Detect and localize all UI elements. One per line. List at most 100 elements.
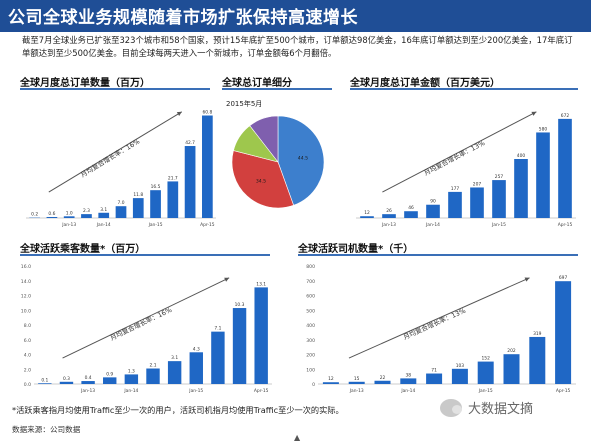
- bar-value-label: 15: [354, 376, 360, 382]
- bar: [555, 281, 572, 384]
- page-title: 公司全球业务规模随着市场扩张保持高速增长: [8, 8, 358, 28]
- trend-arrow-head: [224, 277, 230, 282]
- bar: [426, 204, 440, 218]
- x-tick-label: Jan-15: [491, 222, 506, 228]
- x-tick-label: Jan-14: [400, 388, 415, 394]
- y-tick-label: 800: [306, 264, 315, 270]
- bar: [98, 212, 110, 218]
- x-tick-label: Jan-15: [188, 388, 203, 394]
- x-tick-label: Jan-14: [425, 222, 440, 228]
- x-tick-label: Jan-13: [349, 388, 364, 394]
- bar-value-label: 7.0: [118, 200, 125, 206]
- trend-arrow-head: [524, 277, 530, 282]
- growth-annotation: 月均复合增长率：16%: [108, 305, 173, 342]
- bar: [63, 216, 75, 218]
- bar: [103, 377, 117, 384]
- pie-slice: [277, 115, 325, 206]
- y-tick-label: 400: [306, 323, 315, 329]
- bar-value-label: 3.1: [171, 355, 178, 361]
- y-tick-label: 600: [306, 294, 315, 300]
- panel-title-order-value: 全球月度总订单金额（百万美元）: [350, 78, 500, 89]
- bar-value-label: 26: [386, 208, 392, 214]
- order-value-chart: 12 26 Jan-13 46 90 Jan-14 177 207 257 Jan-15 400 58…: [356, 111, 576, 228]
- panel-title-order-breakdown: 全球总订单细分: [222, 78, 292, 89]
- intro-text: 截至7月全球业务已扩张至323个城市和58个国家，预计15年底扩至500个城市，…: [22, 35, 573, 58]
- panel-rule-order-value: [350, 88, 578, 90]
- panel-rule-order-breakdown: [222, 88, 332, 90]
- bar-value-label: 0.2: [31, 212, 38, 218]
- y-tick-label: 100: [306, 367, 315, 373]
- source-note: 数据来源：公司数据: [12, 425, 81, 434]
- bar: [59, 381, 74, 384]
- bar: [81, 381, 95, 384]
- bar-value-label: 0.1: [41, 377, 48, 383]
- panel-title-monthly-orders: 全球月度总订单数量（百万）: [20, 78, 150, 89]
- bar-value-label: 16.5: [151, 184, 161, 190]
- bar: [470, 187, 484, 218]
- y-tick-label: 4.0: [24, 353, 31, 359]
- x-tick-label: Apr-15: [200, 222, 215, 228]
- bar: [448, 191, 462, 218]
- bar-value-label: 71: [431, 368, 437, 374]
- y-tick-label: 14.0: [21, 279, 31, 285]
- bar: [382, 214, 396, 218]
- y-tick-label: 0: [312, 382, 315, 388]
- bar: [477, 361, 494, 384]
- bar: [167, 361, 182, 384]
- bar: [184, 146, 196, 218]
- x-tick-label: Jan-15: [148, 222, 163, 228]
- bar: [536, 132, 550, 218]
- trend-arrow-line: [382, 111, 537, 193]
- trend-arrow-line: [48, 111, 183, 193]
- y-tick-label: 6.0: [24, 338, 31, 344]
- bar: [451, 368, 468, 384]
- bottom-mark: ▲: [294, 433, 301, 442]
- bar-value-label: 12: [328, 376, 334, 382]
- bar: [146, 368, 160, 384]
- bar: [426, 373, 443, 384]
- y-tick-label: 300: [306, 338, 315, 344]
- bar-value-label: 202: [507, 348, 516, 354]
- y-tick-label: 16.0: [21, 264, 31, 270]
- monthly-orders-chart: 0.2 0.6 1.0 Jan-13 2.3 3.1 Jan-14 7.0 11.8 16.5 Ja…: [26, 110, 216, 228]
- bar-value-label: 60.8: [202, 110, 212, 116]
- footnote: *活跃乘客指月均使用Traffic至少一次的用户，活跃司机指月均使用Traffi…: [12, 405, 344, 415]
- bar-value-label: 0.6: [48, 211, 55, 217]
- y-tick-label: 10.0: [21, 308, 31, 314]
- bar: [167, 181, 179, 218]
- bar: [38, 383, 52, 384]
- bar-value-label: 7.1: [214, 326, 221, 332]
- bar: [492, 180, 506, 218]
- bar-value-label: 21.7: [168, 175, 178, 181]
- trend-arrow-line: [348, 277, 530, 359]
- panel-rule-active-riders: [20, 254, 270, 256]
- trend-arrow-head: [176, 111, 182, 117]
- chat-bubble-icon: [440, 398, 462, 417]
- bar-value-label: 103: [456, 363, 465, 369]
- y-tick-label: 0.0: [24, 382, 31, 388]
- bar-value-label: 3.1: [100, 207, 107, 213]
- pie-slice: [249, 115, 279, 163]
- bar-value-label: 0.4: [85, 375, 92, 381]
- bar: [514, 159, 528, 218]
- bar: [400, 378, 417, 384]
- growth-annotation: 月均复合增长率：13%: [422, 138, 486, 177]
- x-tick-label: Jan-13: [61, 222, 76, 228]
- x-tick-label: Apr-15: [558, 222, 573, 228]
- bar: [404, 211, 418, 218]
- x-tick-label: Apr-15: [254, 388, 269, 394]
- bar-value-label: 46: [408, 205, 414, 211]
- y-tick-label: 200: [306, 353, 315, 359]
- bar-value-label: 38: [406, 372, 412, 378]
- y-tick-label: 8.0: [24, 323, 31, 329]
- active-drivers-chart: 0 100 200 300 400 500 600 700 800 12 15 Jan-13 22 38 J…: [306, 264, 576, 394]
- bar-value-label: 207: [473, 181, 482, 187]
- bar-value-label: 1.0: [66, 210, 73, 216]
- bar: [202, 115, 213, 218]
- panel-rule-monthly-orders: [20, 88, 210, 90]
- bar: [374, 380, 391, 384]
- bar: [150, 190, 161, 218]
- bar-value-label: 257: [495, 174, 504, 180]
- trend-arrow-head: [531, 111, 537, 116]
- bar-value-label: 400: [517, 153, 526, 159]
